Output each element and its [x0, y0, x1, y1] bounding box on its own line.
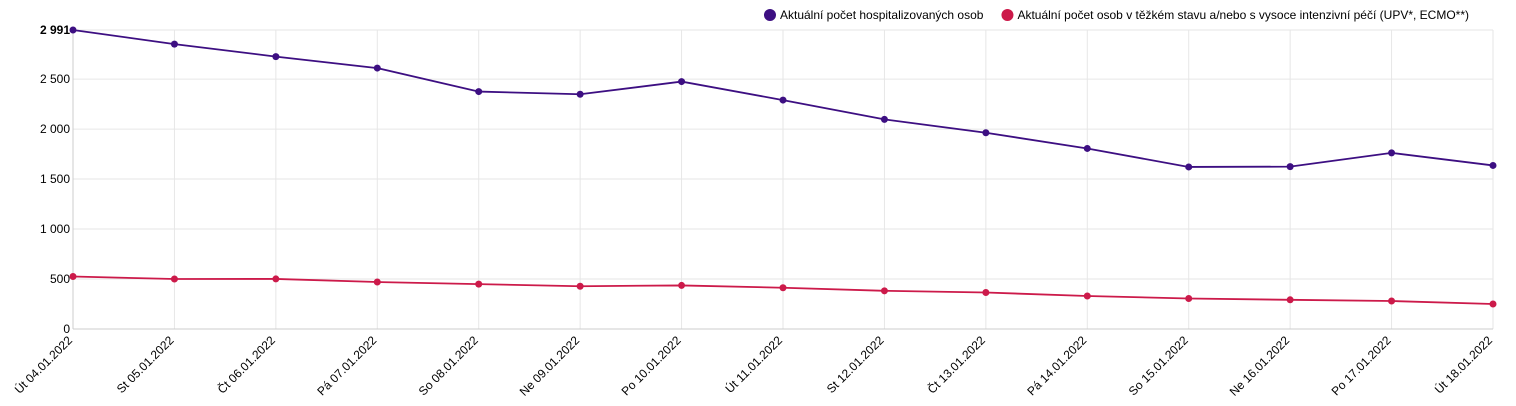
x-tick-label: Čt 13.01.2022	[924, 332, 988, 396]
x-tick-label: So 08.01.2022	[416, 333, 481, 398]
x-tick-label: So 15.01.2022	[1126, 333, 1191, 398]
x-tick-label: Ne 09.01.2022	[517, 333, 583, 399]
x-tick-label: Pá 07.01.2022	[314, 333, 379, 398]
x-tick-label: Po 17.01.2022	[1329, 333, 1394, 398]
data-point[interactable]	[1388, 297, 1396, 305]
data-point[interactable]	[1185, 163, 1193, 171]
data-point[interactable]	[982, 289, 990, 297]
y-tick-label: 2 500	[40, 72, 70, 86]
y-max-label: 2 991	[40, 23, 70, 37]
x-tick-label: Út 11.01.2022	[722, 332, 786, 396]
x-tick-label: Út 04.01.2022	[11, 332, 75, 396]
data-point[interactable]	[170, 40, 178, 48]
data-point[interactable]	[373, 64, 381, 72]
data-point[interactable]	[576, 282, 584, 290]
y-tick-label: 2 000	[40, 122, 70, 136]
y-tick-label: 500	[50, 272, 70, 286]
x-tick-label: St 05.01.2022	[114, 333, 177, 396]
data-point[interactable]	[1489, 161, 1497, 169]
data-point[interactable]	[272, 275, 280, 283]
x-tick-label: Po 10.01.2022	[619, 333, 684, 398]
x-tick-label: Út 18.01.2022	[1431, 332, 1495, 396]
legend-marker-1[interactable]	[763, 9, 776, 21]
data-point[interactable]	[1286, 163, 1294, 171]
data-point[interactable]	[1388, 149, 1396, 157]
x-tick-label: Čt 06.01.2022	[214, 332, 278, 396]
data-point[interactable]	[1083, 292, 1091, 300]
legend-label-1[interactable]: Aktuální počet hospitalizovaných osob	[780, 8, 984, 22]
data-point[interactable]	[678, 78, 686, 86]
data-point[interactable]	[1286, 296, 1294, 304]
data-point[interactable]	[69, 273, 77, 281]
data-point[interactable]	[69, 26, 77, 34]
y-tick-label: 1 500	[40, 172, 70, 186]
legend-label-2[interactable]: Aktuální počet osob v těžkém stavu a/neb…	[1017, 8, 1469, 22]
data-point[interactable]	[880, 115, 888, 123]
x-tick-label: Pá 14.01.2022	[1024, 333, 1089, 398]
data-point[interactable]	[779, 96, 787, 104]
data-point[interactable]	[576, 90, 584, 98]
data-point[interactable]	[1489, 300, 1497, 308]
data-point[interactable]	[170, 275, 178, 283]
data-point[interactable]	[475, 88, 483, 96]
data-point[interactable]	[779, 284, 787, 292]
legend-marker-2[interactable]	[1001, 9, 1014, 21]
data-point[interactable]	[1185, 295, 1193, 303]
data-point[interactable]	[1083, 144, 1091, 152]
data-point[interactable]	[373, 278, 381, 286]
x-tick-label: St 12.01.2022	[824, 333, 887, 396]
x-tick-label: Ne 16.01.2022	[1227, 333, 1293, 399]
data-point[interactable]	[880, 287, 888, 295]
data-point[interactable]	[475, 280, 483, 288]
data-point[interactable]	[272, 53, 280, 61]
data-point[interactable]	[982, 129, 990, 137]
y-tick-label: 0	[63, 322, 70, 336]
y-tick-label: 1 000	[40, 222, 70, 236]
data-point[interactable]	[678, 281, 686, 289]
